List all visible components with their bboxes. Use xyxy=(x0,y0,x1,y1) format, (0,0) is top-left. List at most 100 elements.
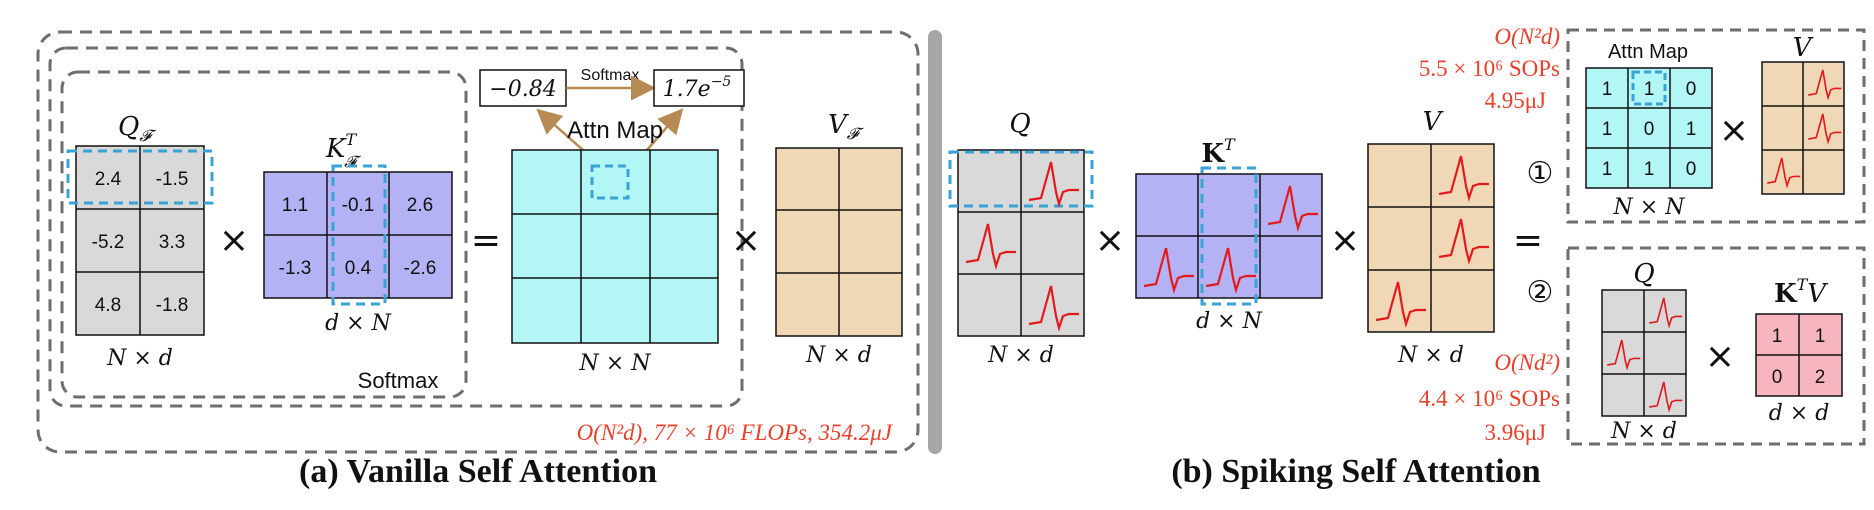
spiking-attn-matrix: 1 1 0 1 0 1 1 1 0 xyxy=(1585,67,1713,189)
path1-energy: 4.95μJ xyxy=(1484,88,1546,113)
spike-icon xyxy=(1438,218,1489,265)
spike-icon xyxy=(1649,297,1683,329)
spiking-attn-cell: 1 xyxy=(1602,119,1613,140)
vanilla-inner-dashed-box xyxy=(60,70,468,399)
vanilla-k-cell: -1.3 xyxy=(279,258,312,279)
vanilla-k-cell: -2.6 xyxy=(404,258,437,279)
vanilla-k-cell: 0.4 xyxy=(345,258,372,279)
vanilla-attn-cell-highlight xyxy=(590,164,630,200)
spike-icon xyxy=(1267,185,1318,232)
spike-icon xyxy=(1438,155,1489,202)
spiking-attn-title: Attn Map xyxy=(1608,41,1688,63)
path2-ktv-cell: 1 xyxy=(1815,326,1826,347)
spike-icon xyxy=(1028,285,1079,332)
vanilla-k-matrix: 1.1 -0.1 2.6 -1.3 0.4 -2.6 xyxy=(263,164,453,306)
vanilla-v-label: V𝓕 xyxy=(828,110,865,143)
vanilla-q-cell: -5.2 xyxy=(92,232,125,253)
vanilla-middle-dashed-box xyxy=(48,46,744,408)
spike-icon xyxy=(1649,381,1683,413)
section-divider xyxy=(928,30,942,454)
vanilla-q-cell: -1.5 xyxy=(156,169,189,190)
spiking-equals: = xyxy=(1513,220,1543,261)
spiking-q-label: Q xyxy=(1009,109,1030,139)
softmax-output-value: 1.7e−5 xyxy=(663,74,732,102)
path1-v-label: V xyxy=(1793,33,1814,63)
path2-complexity: O(Nd²) xyxy=(1494,350,1560,375)
spiking-attn-cell-highlight xyxy=(1631,70,1667,106)
spiking-q-row-highlight xyxy=(948,150,1094,208)
path2-q-dim: N × d xyxy=(1610,419,1677,444)
spike-icon xyxy=(1767,157,1801,189)
path2-sops: 4.4 × 10⁶ SOPs xyxy=(1419,386,1560,411)
vanilla-attn-dim: N × N xyxy=(579,351,652,376)
vanilla-k-dim: d × N xyxy=(325,311,392,336)
vanilla-times-2: × xyxy=(731,220,761,261)
spike-icon xyxy=(1607,339,1641,371)
spike-icon xyxy=(1808,69,1842,101)
vanilla-equals: = xyxy=(471,220,501,261)
softmax-input-box xyxy=(479,69,567,107)
spiking-q-matrix xyxy=(948,149,1094,337)
spike-icon xyxy=(965,223,1016,270)
path1-times: × xyxy=(1719,110,1749,151)
spiking-times-1: × xyxy=(1095,220,1125,261)
spiking-attn-dim: N × N xyxy=(1613,195,1686,220)
spiking-k-col-highlight xyxy=(1200,166,1258,306)
spike-icon xyxy=(1375,281,1426,328)
vanilla-q-label: Q𝓕 xyxy=(118,112,157,145)
path2-energy: 3.96μJ xyxy=(1484,420,1546,445)
path2-ktv-label: KTV xyxy=(1774,275,1828,309)
spiking-k-dim: d × N xyxy=(1196,309,1263,334)
vanilla-q-cell: 2.4 xyxy=(95,169,122,190)
spiking-attn-cell: 0 xyxy=(1686,79,1697,100)
spiking-k-matrix xyxy=(1135,166,1323,306)
path2-dashed-box xyxy=(1566,246,1866,446)
spiking-attn-cell: 1 xyxy=(1644,159,1655,180)
path2-ktv-cell: 0 xyxy=(1772,367,1783,388)
vanilla-v-matrix xyxy=(775,147,903,337)
spiking-attn-cell: 0 xyxy=(1686,159,1697,180)
spiking-k-label: KT xyxy=(1201,135,1236,169)
vanilla-attn-matrix xyxy=(511,149,719,344)
vanilla-q-cell: 3.3 xyxy=(159,232,185,253)
spiking-caption: (b) Spiking Self Attention xyxy=(1171,453,1540,490)
softmax-arrow-label: Softmax xyxy=(581,67,640,84)
spiking-v-dim: N × d xyxy=(1397,343,1464,368)
softmax-output-box xyxy=(653,69,745,107)
softmax-input-value: −0.84 xyxy=(489,77,556,102)
vanilla-k-cell: 1.1 xyxy=(282,195,308,216)
spiking-v-matrix xyxy=(1367,143,1495,333)
vanilla-times-1: × xyxy=(219,220,249,261)
path2-number: ② xyxy=(1527,276,1554,309)
vanilla-k-col-highlight xyxy=(331,164,387,306)
spiking-v-label: V xyxy=(1423,107,1444,137)
vanilla-q-dim: N × d xyxy=(106,346,173,371)
vanilla-softmax-label: Softmax xyxy=(358,368,439,393)
vanilla-q-cell: -1.8 xyxy=(156,295,189,316)
vanilla-attn-title: Attn Map xyxy=(567,117,663,144)
spiking-attn-cell: 1 xyxy=(1686,119,1697,140)
path1-complexity: O(N²d) xyxy=(1494,24,1560,49)
spiking-attn-cell: 1 xyxy=(1602,79,1613,100)
vanilla-q-cell: 4.8 xyxy=(95,295,121,316)
spiking-attn-cell: 1 xyxy=(1602,159,1613,180)
vanilla-caption: (a) Vanilla Self Attention xyxy=(299,453,657,490)
spike-icon xyxy=(1808,113,1842,145)
spiking-attn-cell: 1 xyxy=(1644,79,1655,100)
spike-icon xyxy=(1205,247,1256,294)
path2-q-matrix xyxy=(1601,289,1687,417)
vanilla-q-matrix: 2.4 -1.5 -5.2 3.3 4.8 -1.8 xyxy=(66,145,214,336)
vanilla-q-row-highlight xyxy=(66,149,214,205)
path2-ktv-matrix: 1 1 0 2 xyxy=(1755,313,1843,397)
vanilla-cost: O(N²d), 77 × 10⁶ FLOPs, 354.2μJ xyxy=(577,420,894,445)
vanilla-k-cell: -0.1 xyxy=(342,195,375,216)
path2-ktv-dim: d × d xyxy=(1769,401,1830,426)
spiking-q-dim: N × d xyxy=(987,343,1054,368)
vanilla-k-cell: 2.6 xyxy=(407,195,433,216)
path1-number: ① xyxy=(1527,157,1554,190)
spike-icon xyxy=(1143,247,1194,294)
path1-v-matrix xyxy=(1761,61,1845,195)
path2-q-label: Q xyxy=(1633,259,1654,289)
path1-dashed-box xyxy=(1566,28,1866,224)
